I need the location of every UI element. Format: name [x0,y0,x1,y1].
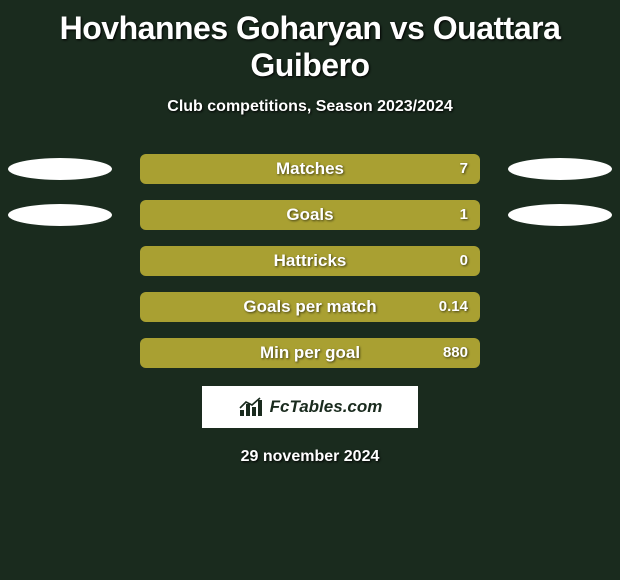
page-title: Hovhannes Goharyan vs Ouattara Guibero [0,0,620,84]
stat-row: Goals1 [0,200,620,230]
stat-row: Hattricks0 [0,246,620,276]
stat-row: Goals per match0.14 [0,292,620,322]
date-caption: 29 november 2024 [0,448,620,466]
bar-chart-icon [238,396,264,418]
stat-label: Hattricks [140,246,480,276]
watermark-text: FcTables.com [270,397,383,417]
stat-value: 1 [460,200,468,230]
stat-value: 880 [443,338,468,368]
stat-value: 0 [460,246,468,276]
stat-value: 0.14 [439,292,468,322]
stats-chart: Matches7Goals1Hattricks0Goals per match0… [0,154,620,368]
stat-label: Goals per match [140,292,480,322]
player-marker-right [508,204,612,226]
player-marker-right [508,158,612,180]
player-marker-left [8,204,112,226]
player-marker-left [8,158,112,180]
stat-row: Min per goal880 [0,338,620,368]
stat-label: Matches [140,154,480,184]
subtitle: Club competitions, Season 2023/2024 [0,98,620,116]
watermark-badge: FcTables.com [202,386,418,428]
stat-value: 7 [460,154,468,184]
stat-label: Min per goal [140,338,480,368]
stat-row: Matches7 [0,154,620,184]
stat-label: Goals [140,200,480,230]
